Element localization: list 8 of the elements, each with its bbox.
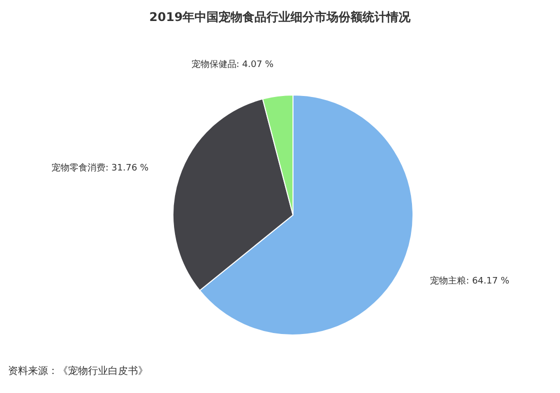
text: 资料来源：《宠物行业白皮书》	[8, 364, 148, 378]
data-label: : 4.07 %	[236, 60, 274, 70]
data-label: : 31.76 %	[106, 164, 150, 174]
slice-label: 宠物保健品	[191, 59, 236, 70]
slice-label: 宠物零食消费	[52, 162, 106, 174]
slice-label: 宠物主粮	[430, 275, 466, 286]
data-label: : 64.17 %	[466, 276, 510, 286]
chart-title: 2019年中国宠物食品行业细分市场份额统计情况	[149, 10, 412, 24]
